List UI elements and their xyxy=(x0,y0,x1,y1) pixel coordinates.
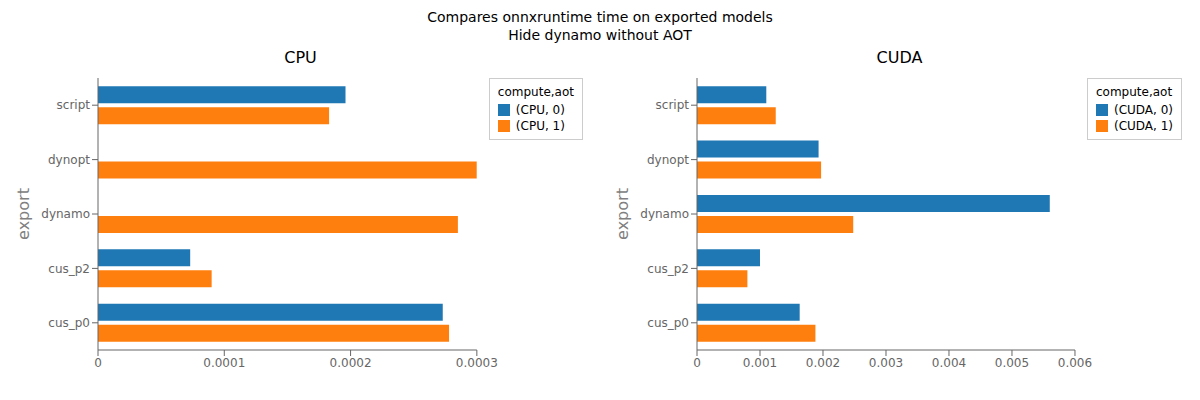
svg-text:0.003: 0.003 xyxy=(869,356,903,370)
html-text:Hide dynamo without AOT: Hide dynamo without AOT xyxy=(508,27,692,43)
svg-text:script: script xyxy=(656,98,690,112)
svg-text:dynamo: dynamo xyxy=(41,207,90,221)
html-text:CPU: CPU xyxy=(284,48,317,67)
svg-text:export: export xyxy=(14,188,33,240)
svg-text:0.0002: 0.0002 xyxy=(330,356,372,370)
svg-text:cus_p0: cus_p0 xyxy=(647,316,689,330)
svg-text:0.006: 0.006 xyxy=(1058,356,1092,370)
svg-text:cus_p2: cus_p2 xyxy=(647,262,689,276)
html-text:Compares onnxruntime time on e: Compares onnxruntime time on exported mo… xyxy=(427,9,773,25)
html-text:(CUDA, 0): (CUDA, 0) xyxy=(1114,103,1173,117)
svg-text:script: script xyxy=(57,98,91,112)
html-text:(CPU, 1): (CPU, 1) xyxy=(515,119,565,133)
svg-text:dynamo: dynamo xyxy=(640,207,689,221)
svg-text:0.004: 0.004 xyxy=(932,356,966,370)
svg-text:0: 0 xyxy=(94,356,102,370)
html-text:compute,aot: compute,aot xyxy=(497,85,574,99)
html-text:(CPU, 0): (CPU, 0) xyxy=(515,103,565,117)
svg-text:dynopt: dynopt xyxy=(48,153,90,167)
svg-text:0.001: 0.001 xyxy=(743,356,777,370)
svg-text:0.0003: 0.0003 xyxy=(456,356,498,370)
svg-text:dynopt: dynopt xyxy=(647,153,689,167)
svg-text:cus_p0: cus_p0 xyxy=(48,316,90,330)
svg-text:0: 0 xyxy=(693,356,701,370)
svg-text:0.005: 0.005 xyxy=(995,356,1029,370)
svg-text:0.002: 0.002 xyxy=(806,356,840,370)
html-text:compute,aot: compute,aot xyxy=(1096,85,1173,99)
html-text:CUDA: CUDA xyxy=(876,48,923,67)
svg-text:0.0001: 0.0001 xyxy=(203,356,245,370)
svg-text:export: export xyxy=(613,188,632,240)
html-text:(CUDA, 1): (CUDA, 1) xyxy=(1114,119,1173,133)
svg-text:cus_p2: cus_p2 xyxy=(48,262,90,276)
